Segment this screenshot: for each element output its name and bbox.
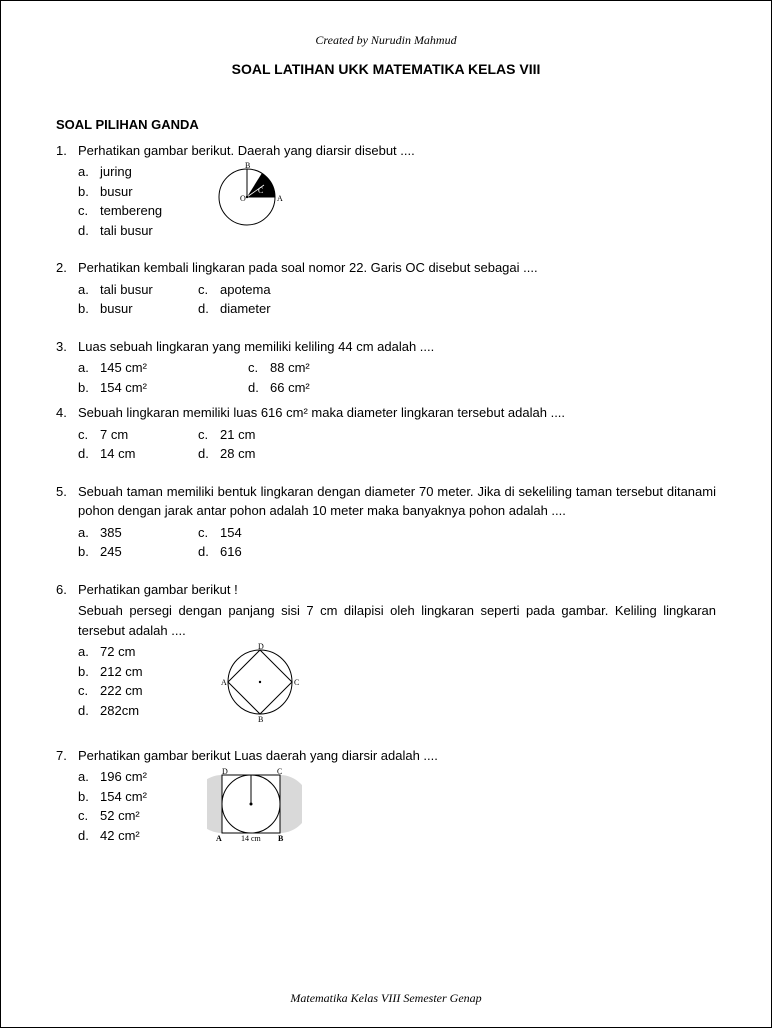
opt-text: 196 cm² xyxy=(100,767,147,787)
opt-text: 72 cm xyxy=(100,642,135,662)
opt-text: tembereng xyxy=(100,201,162,221)
opt-text: tali busur xyxy=(100,221,153,241)
figure-q7-square-circle: D C A B 14 cm xyxy=(207,767,302,858)
opt-letter: b. xyxy=(78,787,100,807)
page-title: SOAL LATIHAN UKK MATEMATIKA KELAS VIII xyxy=(56,59,716,80)
question-7: 7. Perhatikan gambar berikut Luas daerah… xyxy=(56,746,716,858)
opt-text: 145 cm² xyxy=(100,358,147,378)
q-text: Luas sebuah lingkaran yang memiliki keli… xyxy=(78,337,716,357)
opt-letter: a. xyxy=(78,523,100,543)
q-text: Perhatikan gambar berikut Luas daerah ya… xyxy=(78,746,716,766)
opt-letter: a. xyxy=(78,162,100,182)
opt-text: 52 cm² xyxy=(100,806,140,826)
opt-text: 154 cm² xyxy=(100,378,147,398)
opt-letter: c. xyxy=(78,425,100,445)
header-credit: Created by Nurudin Mahmud xyxy=(56,31,716,49)
opt-letter: a. xyxy=(78,767,100,787)
q-text: Sebuah taman memiliki bentuk lingkaran d… xyxy=(78,482,716,521)
opt-letter: d. xyxy=(78,444,100,464)
opt-text: 7 cm xyxy=(100,425,128,445)
opt-text: 245 xyxy=(100,542,122,562)
figure-q6-circle-square: D A C B xyxy=(218,642,303,728)
q-number: 3. xyxy=(56,337,78,357)
question-5: 5. Sebuah taman memiliki bentuk lingkara… xyxy=(56,482,716,562)
figure-q1-circle: O A B C xyxy=(212,162,292,238)
opt-letter: d. xyxy=(198,299,220,319)
question-1: 1. Perhatikan gambar berikut. Daerah yan… xyxy=(56,141,716,241)
opt-text: busur xyxy=(100,299,133,319)
svg-text:B: B xyxy=(258,715,263,722)
q-text: Perhatikan kembali lingkaran pada soal n… xyxy=(78,258,716,278)
question-4: 4. Sebuah lingkaran memiliki luas 616 cm… xyxy=(56,403,716,464)
svg-text:D: D xyxy=(258,642,264,651)
opt-letter: a. xyxy=(78,358,100,378)
question-3: 3. Luas sebuah lingkaran yang memiliki k… xyxy=(56,337,716,398)
opt-letter: d. xyxy=(198,542,220,562)
q-number: 2. xyxy=(56,258,78,278)
page-footer: Matematika Kelas VIII Semester Genap xyxy=(1,989,771,1007)
svg-text:B: B xyxy=(245,162,250,170)
svg-text:C: C xyxy=(258,186,263,195)
q-text: Sebuah persegi dengan panjang sisi 7 cm … xyxy=(78,601,716,640)
q-number: 6. xyxy=(56,580,78,600)
section-heading: SOAL PILIHAN GANDA xyxy=(56,115,716,135)
svg-text:B: B xyxy=(278,834,284,843)
opt-letter: a. xyxy=(78,280,100,300)
opt-letter: b. xyxy=(78,662,100,682)
question-6: 6. Perhatikan gambar berikut ! Sebuah pe… xyxy=(56,580,716,728)
svg-text:A: A xyxy=(277,194,283,203)
q-text: Perhatikan gambar berikut. Daerah yang d… xyxy=(78,141,716,161)
svg-text:D: D xyxy=(222,767,228,776)
opt-text: 282cm xyxy=(100,701,139,721)
opt-letter: c. xyxy=(198,280,220,300)
opt-letter: b. xyxy=(78,378,100,398)
opt-text: 28 cm xyxy=(220,444,255,464)
opt-text: 42 cm² xyxy=(100,826,140,846)
opt-letter: d. xyxy=(248,378,270,398)
q-number: 4. xyxy=(56,403,78,423)
svg-text:14 cm: 14 cm xyxy=(241,834,262,843)
q-number: 1. xyxy=(56,141,78,161)
opt-letter: b. xyxy=(78,182,100,202)
opt-text: 21 cm xyxy=(220,425,255,445)
opt-text: apotema xyxy=(220,280,271,300)
opt-letter: d. xyxy=(78,701,100,721)
q-text: Sebuah lingkaran memiliki luas 616 cm² m… xyxy=(78,403,716,423)
opt-letter: d. xyxy=(198,444,220,464)
opt-letter: c. xyxy=(198,425,220,445)
q-number: 5. xyxy=(56,482,78,502)
opt-text: 154 xyxy=(220,523,242,543)
svg-text:C: C xyxy=(294,678,299,687)
opt-text: 14 cm xyxy=(100,444,135,464)
opt-text: 88 cm² xyxy=(270,358,310,378)
opt-text: 385 xyxy=(100,523,122,543)
opt-text: 212 cm xyxy=(100,662,143,682)
opt-text: 222 cm xyxy=(100,681,143,701)
opt-text: 66 cm² xyxy=(270,378,310,398)
opt-letter: b. xyxy=(78,299,100,319)
q-number: 7. xyxy=(56,746,78,766)
svg-text:O: O xyxy=(240,194,246,203)
opt-text: diameter xyxy=(220,299,271,319)
opt-text: juring xyxy=(100,162,132,182)
opt-text: 616 xyxy=(220,542,242,562)
svg-text:C: C xyxy=(277,767,282,776)
opt-text: busur xyxy=(100,182,133,202)
opt-text: tali busur xyxy=(100,280,153,300)
opt-letter: c. xyxy=(248,358,270,378)
opt-text: 154 cm² xyxy=(100,787,147,807)
opt-letter: c. xyxy=(198,523,220,543)
opt-letter: d. xyxy=(78,826,100,846)
q-text: Perhatikan gambar berikut ! xyxy=(78,580,716,600)
opt-letter: c. xyxy=(78,806,100,826)
opt-letter: d. xyxy=(78,221,100,241)
opt-letter: b. xyxy=(78,542,100,562)
svg-text:A: A xyxy=(216,834,222,843)
svg-text:A: A xyxy=(221,678,227,687)
opt-letter: c. xyxy=(78,201,100,221)
opt-letter: a. xyxy=(78,642,100,662)
question-2: 2. Perhatikan kembali lingkaran pada soa… xyxy=(56,258,716,319)
opt-letter: c. xyxy=(78,681,100,701)
